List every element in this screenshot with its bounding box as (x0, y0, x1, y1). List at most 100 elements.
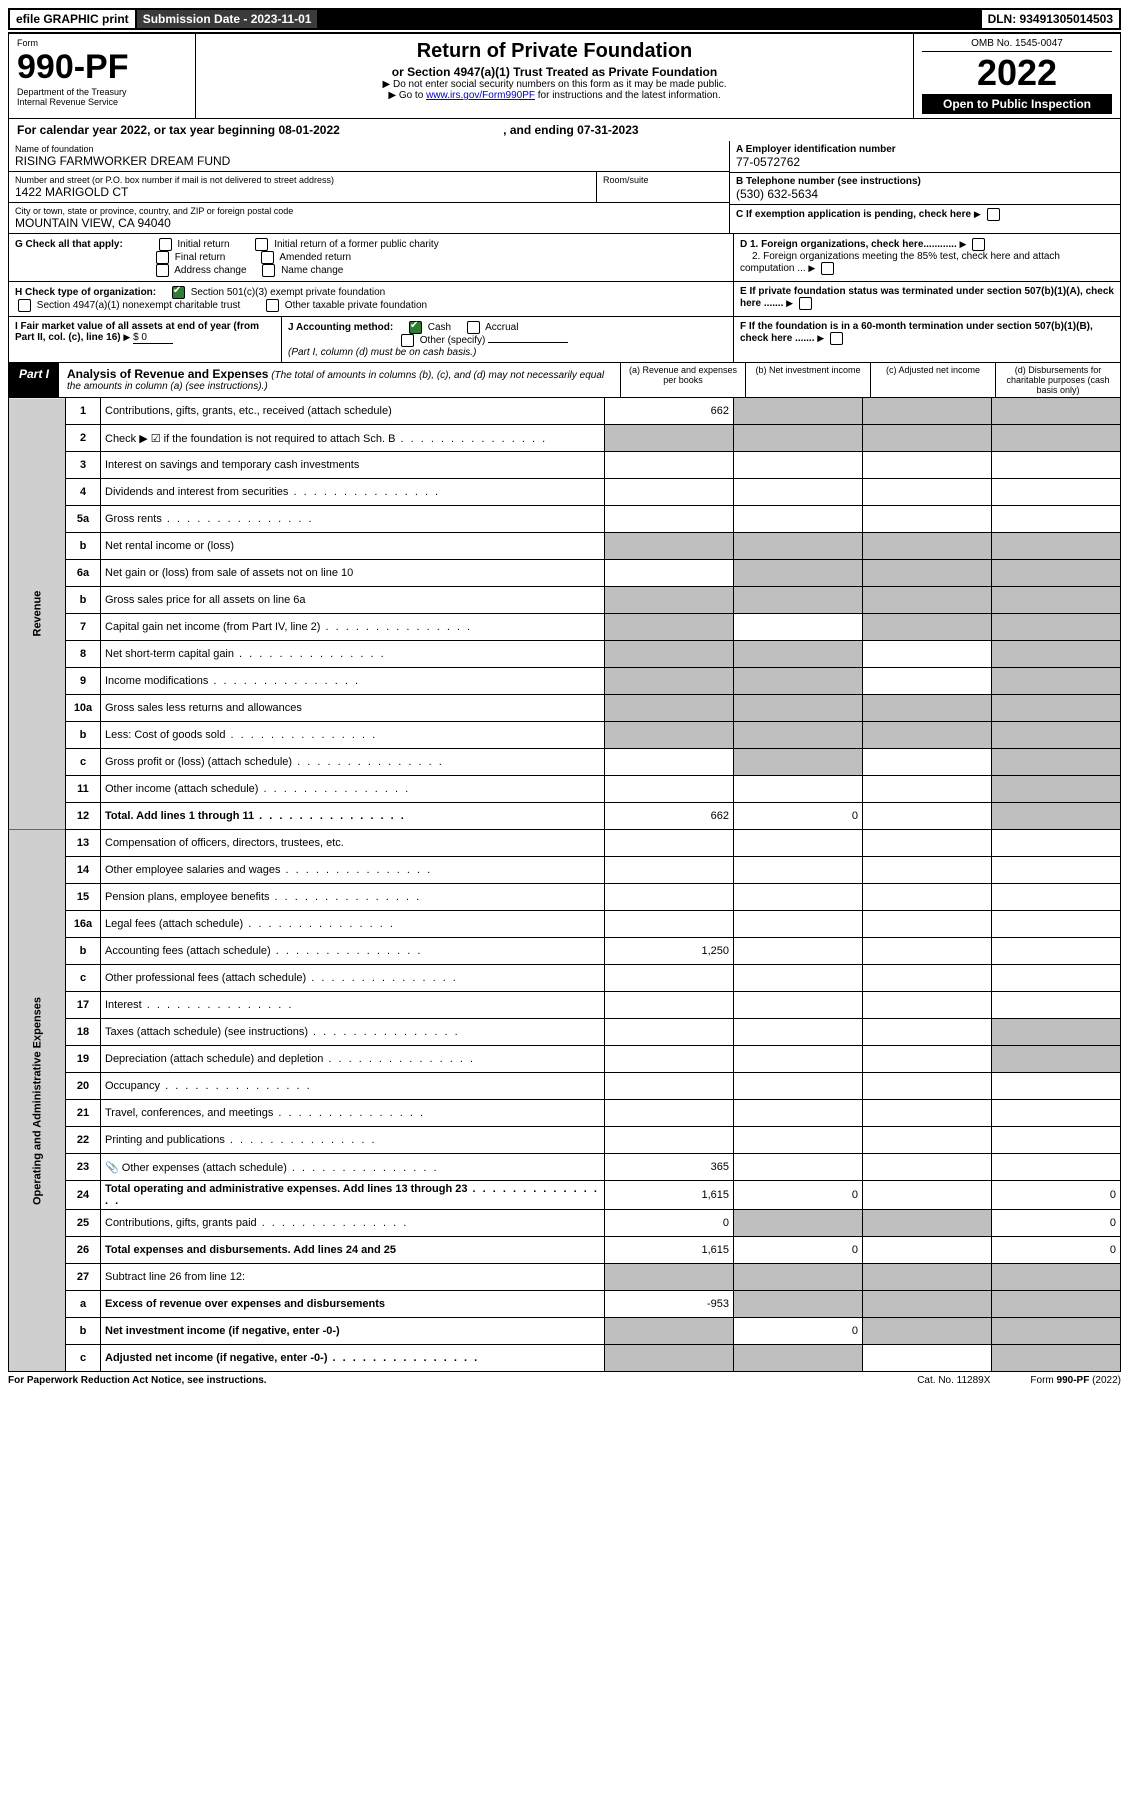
amount-cell (734, 1154, 863, 1181)
line-number: 2 (66, 425, 101, 452)
line-desc: Interest on savings and temporary cash i… (101, 452, 605, 479)
amount-cell (992, 1318, 1121, 1345)
amount-cell (863, 749, 992, 776)
h-other-taxable-cb[interactable] (266, 299, 279, 312)
amount-cell (605, 776, 734, 803)
amount-cell (863, 1019, 992, 1046)
amount-cell (863, 1264, 992, 1291)
g-d-row: G Check all that apply: Initial return I… (8, 234, 1121, 282)
line-number: b (66, 587, 101, 614)
amount-cell (734, 1210, 863, 1237)
amount-cell (734, 425, 863, 452)
j-label: J Accounting method: (288, 322, 393, 333)
submission-date: Submission Date - 2023-11-01 (137, 10, 318, 28)
g-address-change-cb[interactable] (156, 264, 169, 277)
h-501c3-cb[interactable] (172, 286, 185, 299)
line-number: 14 (66, 857, 101, 884)
amount-cell (605, 722, 734, 749)
table-row: 27Subtract line 26 from line 12: (9, 1264, 1121, 1291)
dept-label: Department of the Treasury (17, 87, 187, 97)
g-amended-cb[interactable] (261, 251, 274, 264)
line-desc: Accounting fees (attach schedule) (101, 938, 605, 965)
line-desc: Adjusted net income (if negative, enter … (101, 1345, 605, 1372)
part1-table: Revenue1Contributions, gifts, grants, et… (8, 398, 1121, 1372)
amount-cell (992, 641, 1121, 668)
table-row: bGross sales price for all assets on lin… (9, 587, 1121, 614)
amount-cell (863, 1127, 992, 1154)
d1-checkbox[interactable] (972, 238, 985, 251)
amount-cell (605, 695, 734, 722)
j-accrual-cb[interactable] (467, 321, 480, 334)
exemption-checkbox[interactable] (987, 208, 1000, 221)
j-note: (Part I, column (d) must be on cash basi… (288, 347, 476, 358)
g-final-return-cb[interactable] (156, 251, 169, 264)
table-row: bLess: Cost of goods sold (9, 722, 1121, 749)
table-row: 26Total expenses and disbursements. Add … (9, 1237, 1121, 1264)
line-desc: Gross sales price for all assets on line… (101, 587, 605, 614)
line-number: 9 (66, 668, 101, 695)
table-row: cGross profit or (loss) (attach schedule… (9, 749, 1121, 776)
line-desc: Interest (101, 992, 605, 1019)
amount-cell (863, 803, 992, 830)
col-c-head: (c) Adjusted net income (870, 363, 995, 397)
line-desc: Taxes (attach schedule) (see instruction… (101, 1019, 605, 1046)
line-number: 1 (66, 398, 101, 425)
amount-cell: -953 (605, 1291, 734, 1318)
line-number: c (66, 1345, 101, 1372)
amount-cell (863, 533, 992, 560)
amount-cell: 1,615 (605, 1181, 734, 1210)
amount-cell (863, 776, 992, 803)
amount-cell (863, 695, 992, 722)
amount-cell (863, 1154, 992, 1181)
amount-cell (863, 452, 992, 479)
form-number: 990-PF (17, 48, 187, 87)
line-desc: Capital gain net income (from Part IV, l… (101, 614, 605, 641)
attachment-icon[interactable] (105, 1162, 119, 1174)
amount-cell: 0 (992, 1181, 1121, 1210)
amount-cell (605, 1127, 734, 1154)
table-row: 20Occupancy (9, 1073, 1121, 1100)
amount-cell (992, 1345, 1121, 1372)
amount-cell (863, 479, 992, 506)
line-desc: Dividends and interest from securities (101, 479, 605, 506)
name-label: Name of foundation (15, 144, 723, 154)
g-initial-return-cb[interactable] (159, 238, 172, 251)
amount-cell (992, 425, 1121, 452)
line-number: c (66, 749, 101, 776)
col-d-head: (d) Disbursements for charitable purpose… (995, 363, 1120, 397)
section-label: Revenue (9, 398, 66, 830)
j-other-cb[interactable] (401, 334, 414, 347)
amount-cell (992, 722, 1121, 749)
line-number: 26 (66, 1237, 101, 1264)
d2-checkbox[interactable] (821, 262, 834, 275)
i-value: $ 0 (133, 332, 173, 344)
amount-cell: 0 (605, 1210, 734, 1237)
amount-cell (734, 1046, 863, 1073)
table-row: Revenue1Contributions, gifts, grants, et… (9, 398, 1121, 425)
j-cash-cb[interactable] (409, 321, 422, 334)
amount-cell: 0 (734, 1237, 863, 1264)
irs-link[interactable]: www.irs.gov/Form990PF (426, 90, 535, 101)
line-number: 23 (66, 1154, 101, 1181)
amount-cell (992, 1073, 1121, 1100)
amount-cell (992, 803, 1121, 830)
h-e-row: H Check type of organization: Section 50… (8, 282, 1121, 317)
h-4947-cb[interactable] (18, 299, 31, 312)
form-title: Return of Private Foundation (204, 40, 905, 63)
e-checkbox[interactable] (799, 297, 812, 310)
amount-cell (605, 1318, 734, 1345)
amount-cell (863, 938, 992, 965)
amount-cell: 662 (605, 398, 734, 425)
amount-cell (992, 1019, 1121, 1046)
addr-label: Number and street (or P.O. box number if… (15, 175, 590, 185)
g-name-change-cb[interactable] (262, 264, 275, 277)
f-checkbox[interactable] (830, 332, 843, 345)
phone-value: (530) 632-5634 (736, 187, 818, 201)
line-number: 7 (66, 614, 101, 641)
amount-cell (734, 857, 863, 884)
amount-cell (863, 1210, 992, 1237)
amount-cell (605, 668, 734, 695)
e-label: E If private foundation status was termi… (740, 286, 1114, 309)
g-initial-former-cb[interactable] (255, 238, 268, 251)
line-desc: Total expenses and disbursements. Add li… (101, 1237, 605, 1264)
